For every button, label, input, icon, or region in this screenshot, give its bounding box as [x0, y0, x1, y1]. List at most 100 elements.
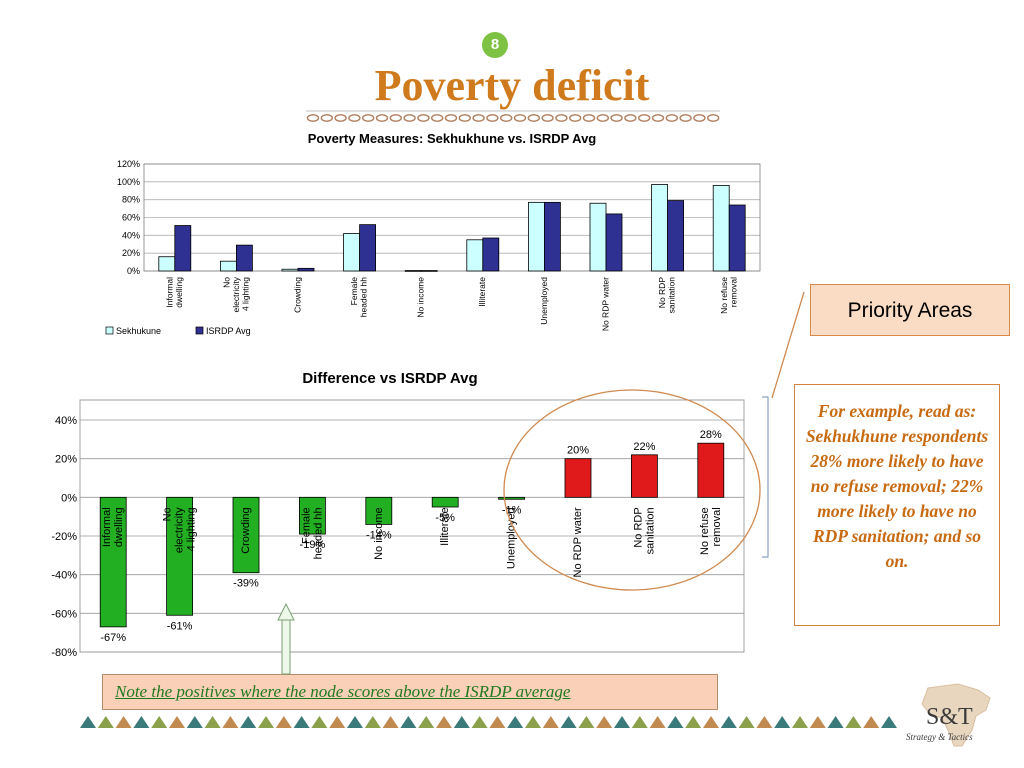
title-deco-loop: [472, 114, 485, 122]
footer-triangle: [703, 716, 719, 728]
footer-triangle: [311, 716, 328, 728]
chart1-category-label: Informaldwelling: [164, 277, 184, 308]
chart2-data-label: -14%: [366, 529, 392, 541]
chart1-bar-isrdp: [174, 225, 192, 272]
chart1-ytick-label: 40%: [122, 230, 140, 240]
chart1-bar-sekhukune: [220, 260, 237, 272]
chart2-ytick-label: 0%: [61, 492, 77, 504]
chart2-data-label: -67%: [100, 632, 126, 644]
footer-triangle: [614, 716, 630, 728]
chart2-category-label: No income: [373, 507, 385, 560]
chart2-data-label: -5%: [435, 512, 455, 524]
footer-triangle: [685, 716, 702, 728]
footer-triangle: [347, 716, 363, 728]
chart1-bar-sekhukune: [651, 184, 668, 272]
chart1-bar-sekhukune: [589, 202, 607, 272]
chart2-data-label: -61%: [167, 620, 193, 632]
st-logo: S&T Strategy & Tactics: [906, 683, 991, 747]
chart2-data-label: -39%: [233, 578, 259, 590]
title-deco-loop: [610, 114, 623, 122]
footer-triangle: [418, 716, 435, 728]
chart2-bar: [697, 442, 725, 498]
title-deco-loop: [596, 114, 609, 122]
logo-tagline: Strategy & Tactics: [906, 732, 973, 742]
chart1-bar-isrdp: [482, 237, 500, 272]
footer-triangle: [756, 716, 773, 728]
title-deco-loop: [430, 114, 444, 122]
footer-triangle: [649, 716, 666, 728]
chart1-title: Poverty Measures: Sekhukhune vs. ISRDP A…: [308, 131, 597, 146]
footer-triangle: [667, 716, 684, 728]
footer-triangle: [542, 716, 559, 728]
chart2-title: Difference vs ISRDP Avg: [302, 370, 477, 387]
title-deco-loop: [375, 114, 389, 122]
title-deco-loop: [334, 114, 347, 122]
footer-triangle: [97, 716, 114, 728]
priority-areas-box: Priority Areas: [810, 284, 1010, 336]
title-underline-decoration: [306, 110, 720, 122]
title-deco-loop: [707, 114, 720, 122]
chart2-category-label: No RDPsanitation: [632, 507, 656, 554]
chart1-category-label: No RDP water: [600, 277, 610, 331]
chart1-ytick-label: 100%: [117, 177, 140, 187]
chart1-category-label: No income: [416, 277, 426, 318]
footer-triangle: [222, 716, 239, 728]
footer-triangle: [792, 716, 808, 728]
footer-triangle: [560, 716, 577, 728]
chart2-bar: [431, 496, 459, 508]
footer-triangle: [80, 716, 96, 728]
chart1-category-label: No RDPsanitation: [657, 277, 677, 314]
chart1-bar-sekhukune: [404, 270, 422, 272]
footer-triangle: [258, 716, 274, 728]
title-deco-loop: [320, 114, 333, 122]
footer-triangle: [115, 716, 132, 728]
chart2-data-label: -19%: [300, 539, 326, 551]
footer-triangle: [364, 716, 381, 728]
title-deco-loop: [306, 114, 320, 122]
chart1-bar-isrdp: [235, 244, 253, 272]
chart2-category-label: Femaleheaded hh: [300, 507, 324, 559]
chart1-bar-isrdp: [728, 204, 746, 272]
chart1-bar-sekhukune: [281, 268, 299, 272]
title-deco-loop: [665, 114, 678, 122]
chart2-ytick-label: -20%: [51, 531, 77, 543]
chart2-bar: [564, 458, 592, 498]
footer-triangle: [507, 716, 524, 728]
chart2-ytick-label: -80%: [51, 647, 77, 659]
footer-triangle: [471, 716, 488, 728]
footer-triangle: [596, 716, 613, 728]
chart2-bar: [298, 496, 326, 535]
footer-triangle: [809, 716, 826, 728]
footer-triangle: [436, 716, 452, 728]
footer-triangle: [578, 716, 595, 728]
chart1-bar-isrdp: [297, 267, 315, 272]
chart1-bar-sekhukune: [158, 256, 176, 272]
chart2-bar: [99, 496, 127, 628]
chart2-bar: [365, 496, 393, 525]
page-number-badge: 8: [482, 32, 508, 58]
title-deco-loop: [569, 114, 582, 122]
title-deco-loop: [582, 114, 596, 122]
chart1-bar-sekhukune: [712, 185, 730, 272]
title-deco-loop: [555, 114, 568, 122]
slide-title: Poverty deficit: [374, 61, 650, 110]
title-deco-loop: [458, 114, 472, 122]
example-explanation-box: For example, read as: Sekhukhune respond…: [794, 384, 1000, 626]
footer-triangle: [774, 716, 791, 728]
footer-triangle: [133, 716, 150, 728]
footer-triangle: [631, 716, 648, 728]
chart2-ytick-label: 40%: [55, 415, 77, 427]
footer-triangle: [881, 716, 897, 728]
footer-triangle: [151, 716, 168, 728]
footer-triangle: [240, 716, 257, 728]
chart2-bar: [631, 454, 658, 498]
chart1-category-label: No refuseremoval: [719, 277, 739, 314]
chart1-legend-swatch-isrdp: [195, 326, 204, 335]
chart1-category-label: Femaleheaded hh: [349, 277, 369, 317]
chart1-category-label: Noelectricity4 lighting: [221, 276, 250, 312]
footer-triangle: [863, 716, 880, 728]
chart1-bar-isrdp: [420, 270, 438, 272]
footer-triangle: [453, 716, 470, 728]
chart2-category-label: Illiterate: [439, 507, 451, 546]
footer-triangle: [400, 716, 417, 728]
